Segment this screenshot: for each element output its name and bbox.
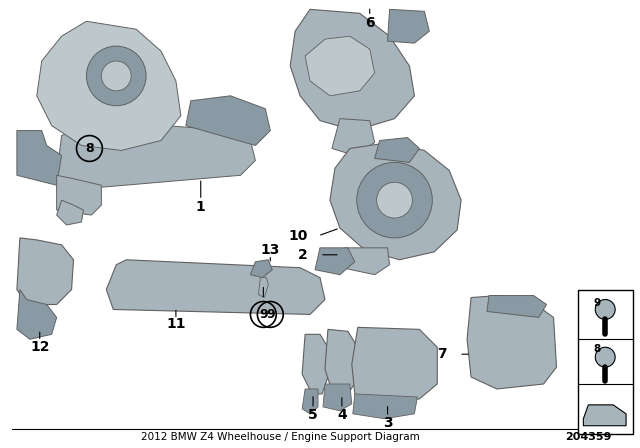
Text: 9: 9: [593, 297, 600, 307]
Polygon shape: [315, 248, 355, 275]
Polygon shape: [583, 405, 626, 426]
Circle shape: [377, 182, 412, 218]
Text: 11: 11: [166, 317, 186, 332]
Circle shape: [356, 162, 432, 238]
Text: 8: 8: [593, 344, 600, 354]
Text: 7: 7: [438, 347, 447, 361]
Polygon shape: [17, 238, 74, 305]
Polygon shape: [302, 389, 318, 414]
Polygon shape: [302, 334, 328, 394]
Polygon shape: [250, 260, 272, 278]
Text: 6: 6: [365, 16, 374, 30]
Circle shape: [101, 61, 131, 91]
Polygon shape: [305, 36, 374, 96]
Polygon shape: [353, 394, 417, 419]
Polygon shape: [57, 200, 83, 225]
Polygon shape: [332, 119, 374, 155]
Bar: [579, 289, 633, 434]
Text: 204359: 204359: [565, 432, 611, 442]
Polygon shape: [467, 296, 557, 389]
Polygon shape: [374, 138, 419, 162]
Polygon shape: [17, 130, 61, 185]
Text: 12: 12: [30, 340, 49, 354]
Text: 8: 8: [85, 142, 93, 155]
Polygon shape: [487, 296, 547, 318]
Polygon shape: [106, 260, 325, 314]
Polygon shape: [259, 278, 268, 297]
Circle shape: [595, 300, 615, 319]
Text: 9: 9: [266, 308, 275, 321]
Polygon shape: [57, 121, 255, 190]
Polygon shape: [388, 9, 429, 43]
Polygon shape: [330, 142, 461, 260]
Circle shape: [86, 46, 146, 106]
Text: 2012 BMW Z4 Wheelhouse / Engine Support Diagram: 2012 BMW Z4 Wheelhouse / Engine Support …: [141, 432, 420, 442]
Text: 5: 5: [308, 408, 318, 422]
Polygon shape: [352, 327, 437, 404]
Polygon shape: [186, 96, 270, 146]
Text: 13: 13: [260, 243, 280, 257]
Text: 2: 2: [298, 248, 308, 262]
Polygon shape: [17, 289, 57, 339]
Text: 10: 10: [289, 229, 308, 243]
Text: 1: 1: [196, 200, 205, 214]
Polygon shape: [36, 21, 181, 151]
Polygon shape: [290, 9, 415, 130]
Polygon shape: [57, 175, 101, 215]
Text: 3: 3: [383, 416, 392, 430]
Text: 4: 4: [337, 408, 347, 422]
Polygon shape: [323, 384, 352, 411]
Polygon shape: [342, 248, 390, 275]
Polygon shape: [325, 329, 358, 394]
Circle shape: [595, 347, 615, 367]
Text: 9: 9: [259, 308, 268, 321]
